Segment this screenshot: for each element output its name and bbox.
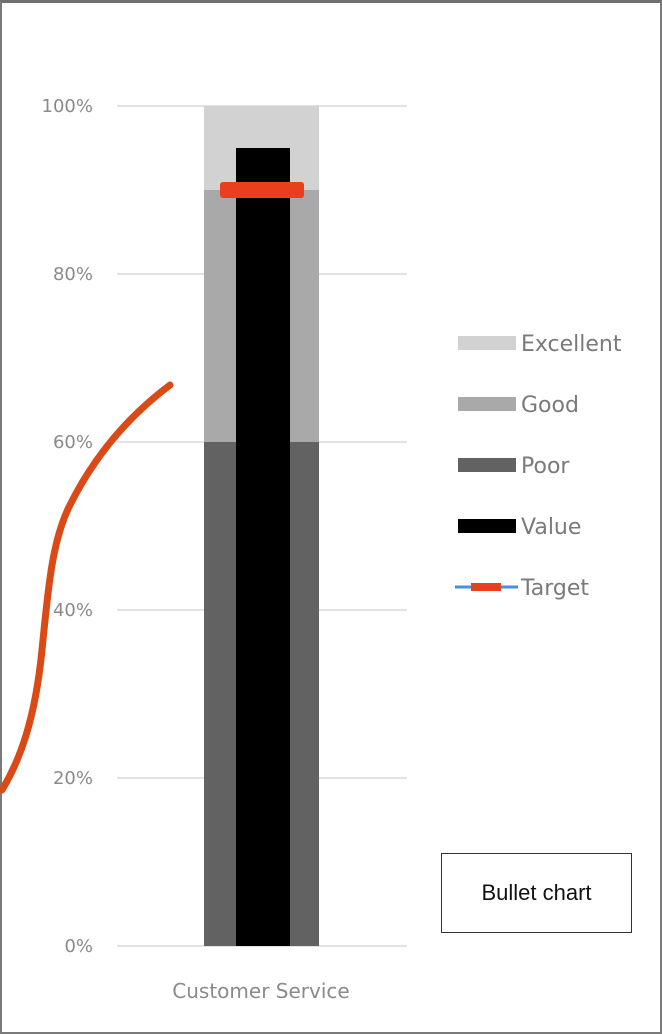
caption-text: Bullet chart: [481, 880, 592, 905]
legend-label-good: Good: [521, 393, 579, 418]
category-label: Customer Service: [172, 979, 349, 1003]
legend-label-poor: Poor: [521, 454, 570, 479]
y-tick-label: 0%: [64, 936, 93, 957]
legend-swatch-good: [458, 397, 516, 411]
gridlines: [117, 105, 407, 947]
legend-label-excellent: Excellent: [521, 332, 622, 357]
x-axis-categories: Customer Service: [172, 979, 349, 1003]
y-tick-label: 80%: [53, 264, 93, 285]
value-bar-group: [236, 148, 290, 946]
legend-label-target: Target: [520, 576, 589, 601]
legend-target-marker: [471, 583, 501, 591]
y-tick-label: 60%: [53, 432, 93, 453]
legend-label-value: Value: [521, 515, 581, 540]
y-tick-label: 20%: [53, 768, 93, 789]
legend: Excellent Good Poor Value Target: [455, 332, 622, 601]
caption-box: Bullet chart: [441, 853, 632, 933]
annotation-curve: [0, 381, 174, 794]
value-bar: [236, 148, 290, 946]
y-tick-label: 100%: [42, 96, 93, 117]
target-marker: [220, 182, 304, 198]
legend-swatch-excellent: [458, 336, 516, 350]
target-marker-group: [220, 182, 304, 198]
legend-swatch-poor: [458, 458, 516, 472]
y-tick-label: 40%: [53, 600, 93, 621]
legend-swatch-value: [458, 519, 516, 533]
y-axis-ticks: 0% 20% 40% 60% 80% 100%: [42, 96, 93, 957]
